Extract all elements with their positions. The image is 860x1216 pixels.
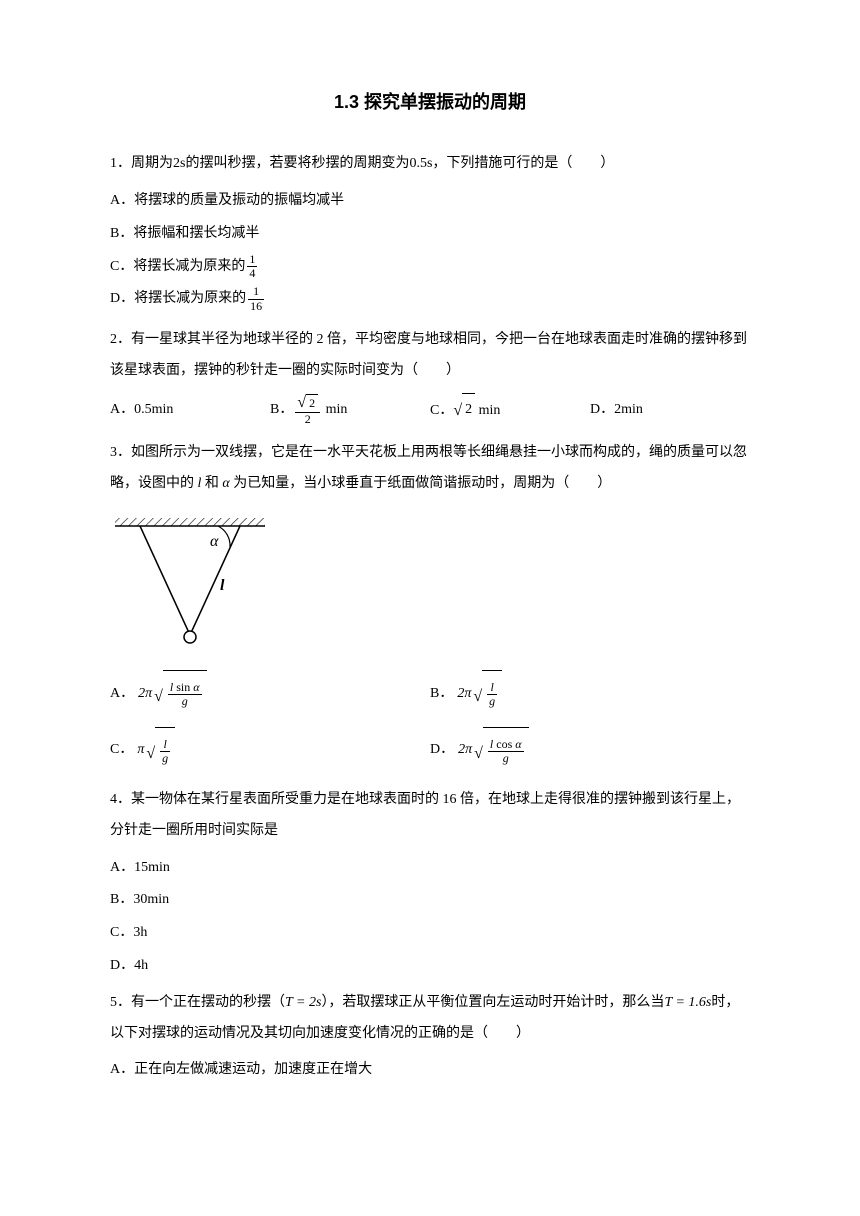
q3-opt-c: C．π lg bbox=[110, 727, 430, 775]
q4-opt-c: C．3h bbox=[110, 918, 750, 949]
q1-opt-a: A．将摆球的质量及振动的振幅均减半 bbox=[110, 186, 750, 217]
q4-stem: 4．某一物体在某行星表面所受重力是在地球表面时的 16 倍，在地球上走得很准的摆… bbox=[110, 785, 750, 847]
q3-stem: 3．如图所示为一双线摆，它是在一水平天花板上用两根等长细绳悬挂一小球而构成的，绳… bbox=[110, 438, 750, 500]
q1-opt-b: B．将振幅和摆长均减半 bbox=[110, 219, 750, 250]
q3-opt-a: A．2π l sin αg bbox=[110, 670, 430, 718]
q1-stem: 1．周期为2s的摆叫秒摆，若要将秒摆的周期变为0.5s，下列措施可行的是（ ） bbox=[110, 149, 750, 180]
q1-opt-c: C．将摆长减为原来的14 bbox=[110, 252, 750, 283]
q4-opt-b: B．30min bbox=[110, 885, 750, 916]
svg-text:α: α bbox=[210, 533, 219, 550]
q4-opt-a: A．15min bbox=[110, 853, 750, 884]
svg-text:l: l bbox=[220, 577, 225, 594]
q3-options-row1: A．2π l sin αg B．2π lg bbox=[110, 670, 750, 718]
q3-options-row2: C．π lg D．2π l cos αg bbox=[110, 727, 750, 775]
q2-options: A．0.5min B．22 min C．2 min D．2min bbox=[110, 393, 750, 428]
q2-opt-d: D．2min bbox=[590, 395, 750, 426]
q3-opt-d: D．2π l cos αg bbox=[430, 727, 750, 775]
q3-diagram: α l bbox=[110, 510, 750, 661]
q2-opt-a: A．0.5min bbox=[110, 395, 270, 426]
q4-opt-d: D．4h bbox=[110, 951, 750, 982]
q5-stem: 5．有一个正在摆动的秒摆（T = 2s），若取摆球正从平衡位置向左运动时开始计时… bbox=[110, 988, 750, 1050]
q1-opt-d: D．将摆长减为原来的116 bbox=[110, 284, 750, 315]
q5-opt-a: A．正在向左做减速运动，加速度正在增大 bbox=[110, 1055, 750, 1086]
q2-opt-c: C．2 min bbox=[430, 393, 590, 428]
page-title: 1.3 探究单摆振动的周期 bbox=[110, 85, 750, 119]
q3-opt-b: B．2π lg bbox=[430, 670, 750, 718]
q2-stem: 2．有一星球其半径为地球半径的 2 倍，平均密度与地球相同，今把一台在地球表面走… bbox=[110, 325, 750, 387]
q2-opt-b: B．22 min bbox=[270, 394, 430, 426]
